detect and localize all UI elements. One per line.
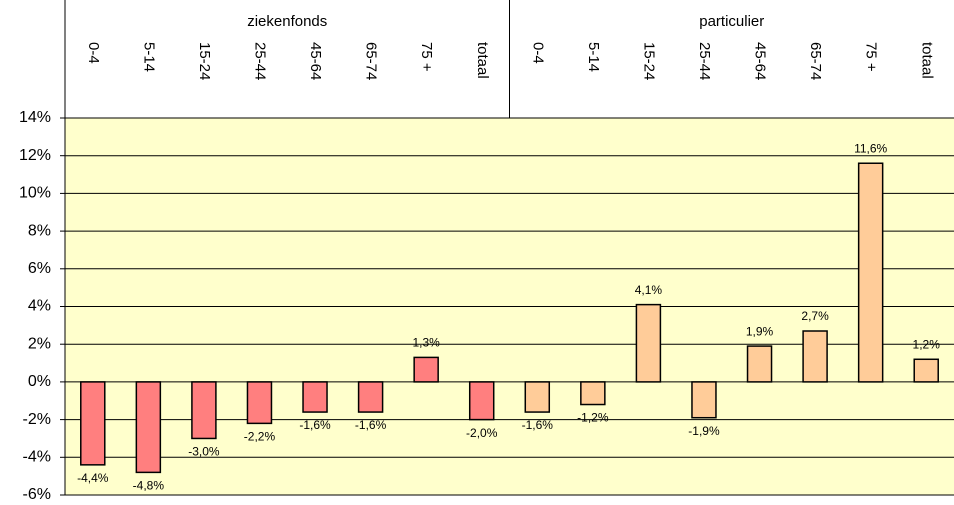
value-label: 2,7% [801,309,829,323]
y-tick-label: 0% [28,373,51,390]
value-label: 1,9% [746,324,774,338]
value-label: -1,6% [299,418,331,432]
x-tick-label: 15-24 [640,42,657,80]
bar [246,381,273,425]
bar [802,330,828,383]
value-label: -2,2% [244,430,276,444]
x-tick-label: 25-44 [252,42,269,80]
value-label: -1,6% [355,418,387,432]
y-tick-label: 8% [28,222,51,239]
x-tick-label: 5-14 [140,42,157,72]
y-tick-label: 14% [19,109,51,126]
x-tick-label: 75 + [863,42,880,72]
x-tick-label: totaal [918,42,935,79]
bar [580,381,606,406]
value-label: 1,3% [412,336,440,350]
value-label: 4,1% [635,283,663,297]
value-label: 1,2% [913,337,941,351]
value-label: -3,0% [188,445,220,459]
value-label: 11,6% [854,141,887,155]
bar [635,303,662,383]
bar [80,381,106,466]
value-label: -1,2% [577,411,609,425]
x-tick-label: 5-14 [585,42,602,72]
y-tick-label: -2% [23,411,51,428]
value-label: -1,6% [522,418,554,432]
value-label: -4,4% [77,471,109,485]
x-tick-label: totaal [474,42,491,79]
bar [913,358,939,383]
bar [357,381,384,413]
bar [302,381,328,413]
bar [524,381,551,413]
y-tick-label: -4% [23,449,51,466]
y-tick-label: 4% [28,298,51,315]
x-tick-label: 65-74 [363,42,380,80]
value-label: -1,9% [688,424,720,438]
value-label: -4,8% [133,479,165,493]
group-label: ziekenfonds [247,13,327,30]
x-tick-label: 45-64 [752,42,769,80]
x-tick-label: 65-74 [807,42,824,80]
bar [135,381,162,474]
x-tick-label: 25-44 [696,42,713,80]
y-tick-label: 10% [19,185,51,202]
x-tick-label: 15-24 [196,42,213,80]
y-tick-label: 6% [28,260,51,277]
x-tick-label: 45-64 [307,42,324,80]
x-tick-label: 0-4 [529,42,546,64]
bar [857,162,884,383]
y-tick-label: -6% [23,486,51,503]
x-tick-label: 0-4 [85,42,102,64]
bar [191,381,217,440]
value-label: -2,0% [466,426,498,440]
bar [746,345,773,383]
bar [413,356,439,383]
y-tick-label: 2% [28,335,51,352]
y-tick-label: 12% [19,147,51,164]
group-label: particulier [699,13,764,30]
x-tick-label: 75 + [418,42,435,72]
bar [468,381,495,421]
bar [691,381,717,419]
